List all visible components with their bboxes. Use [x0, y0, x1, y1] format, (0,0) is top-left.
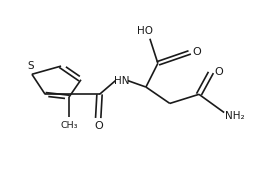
Text: O: O — [193, 46, 202, 56]
Text: HN: HN — [114, 76, 130, 86]
Text: O: O — [95, 121, 103, 131]
Text: NH₂: NH₂ — [225, 111, 245, 121]
Text: CH₃: CH₃ — [61, 121, 78, 130]
Text: S: S — [27, 61, 34, 71]
Text: O: O — [214, 67, 223, 77]
Text: HO: HO — [137, 26, 152, 36]
